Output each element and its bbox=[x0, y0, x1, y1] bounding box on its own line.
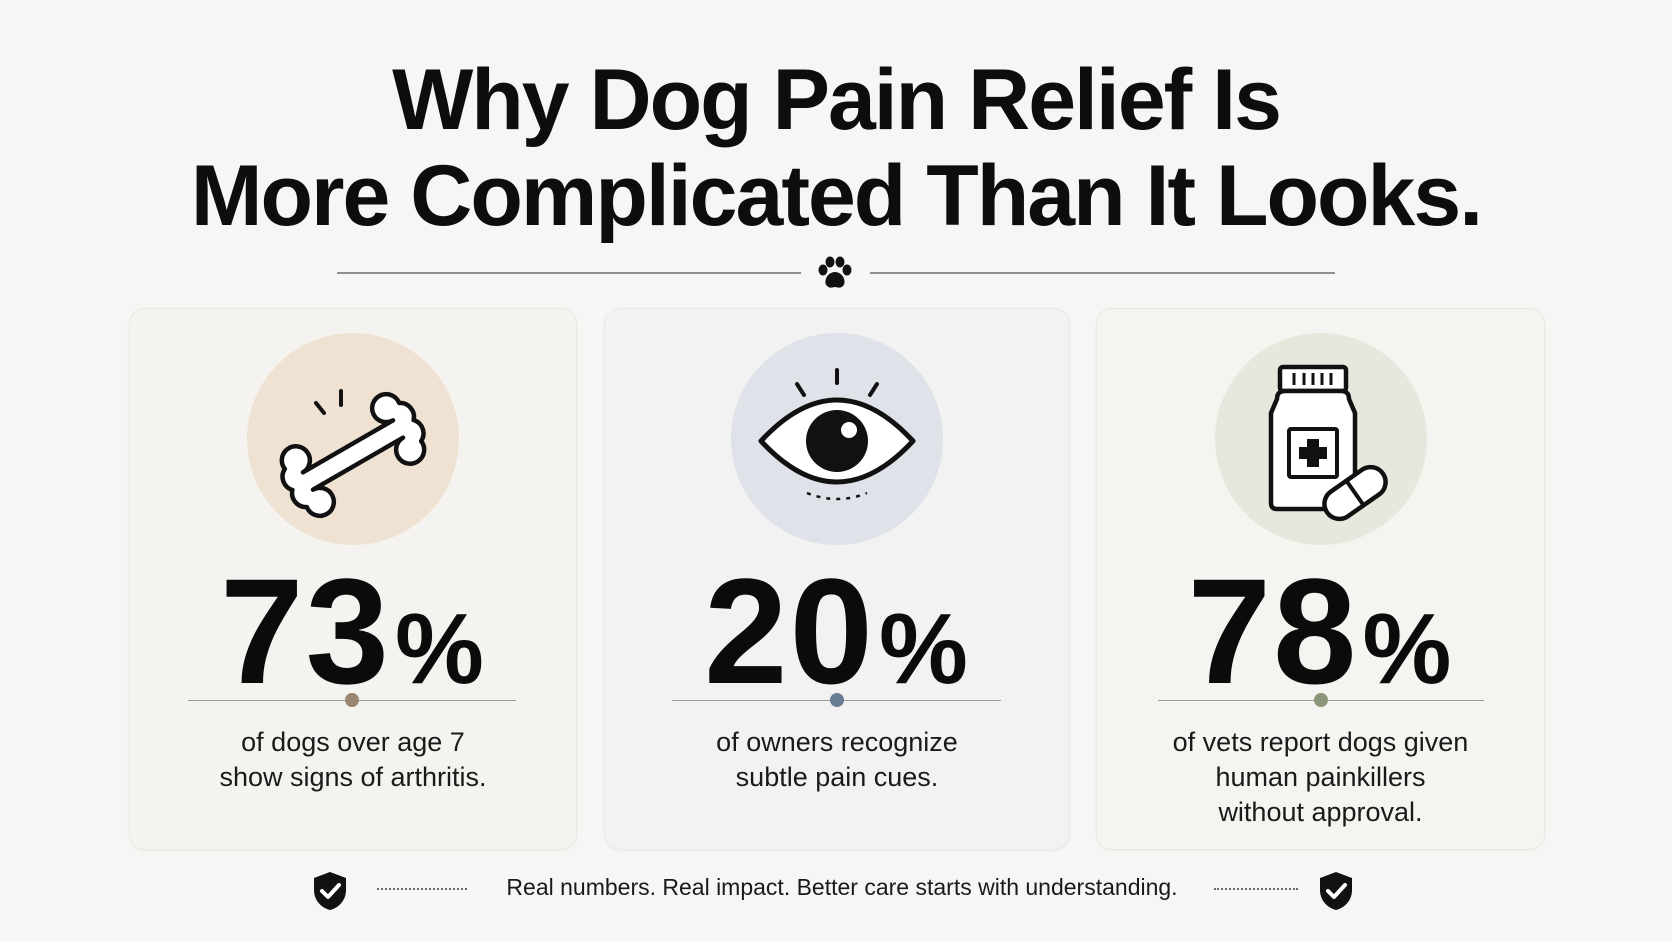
icon-circle bbox=[731, 333, 943, 545]
stat-dot bbox=[345, 693, 359, 707]
footer-dots-right bbox=[1214, 888, 1298, 890]
bone-icon bbox=[279, 389, 427, 519]
caption-line: of vets report dogs given bbox=[1172, 727, 1469, 757]
stat-value: 78% bbox=[1097, 541, 1544, 739]
stat-value: 20% bbox=[605, 541, 1069, 739]
title-divider-right bbox=[870, 272, 1335, 274]
stat-caption: of owners recognize subtle pain cues. bbox=[625, 725, 1049, 795]
shield-check-icon bbox=[1320, 872, 1352, 910]
stat-unit: % bbox=[1362, 593, 1454, 705]
stat-number: 20 bbox=[704, 547, 875, 715]
title-line-1: Why Dog Pain Relief Is bbox=[392, 52, 1282, 148]
footer: Real numbers. Real impact. Better care s… bbox=[0, 870, 1672, 910]
stat-unit: % bbox=[878, 593, 970, 705]
title-line-2: More Complicated Than It Looks. bbox=[190, 148, 1483, 244]
eye-icon bbox=[758, 368, 916, 501]
shield-check-icon bbox=[314, 872, 346, 910]
caption-line: without approval. bbox=[1218, 797, 1423, 827]
page-title: Why Dog Pain Relief Is More Complicated … bbox=[0, 52, 1672, 244]
stat-value: 73% bbox=[130, 541, 576, 739]
caption-line: of dogs over age 7 bbox=[241, 727, 465, 757]
stat-caption: of dogs over age 7 show signs of arthrit… bbox=[150, 725, 556, 795]
stat-number: 73 bbox=[220, 547, 391, 715]
caption-line: of owners recognize bbox=[716, 727, 958, 757]
title-divider-left bbox=[337, 272, 801, 274]
medicine-bottle-icon bbox=[1268, 364, 1388, 522]
stat-card-arthritis: 73% of dogs over age 7 show signs of art… bbox=[129, 308, 577, 850]
caption-line: subtle pain cues. bbox=[735, 762, 939, 792]
paw-icon bbox=[818, 256, 852, 288]
stat-dot bbox=[830, 693, 844, 707]
stat-card-painkillers: 78% of vets report dogs given human pain… bbox=[1096, 308, 1545, 850]
stat-dot bbox=[1314, 693, 1328, 707]
icon-circle bbox=[1214, 333, 1427, 545]
caption-line: show signs of arthritis. bbox=[219, 762, 487, 792]
stat-card-pain-cues: 20% of owners recognize subtle pain cues… bbox=[604, 308, 1070, 850]
footer-tagline: Real numbers. Real impact. Better care s… bbox=[506, 874, 1178, 900]
caption-line: human painkillers bbox=[1215, 762, 1426, 792]
footer-dots-left bbox=[377, 888, 467, 890]
stat-number: 78 bbox=[1187, 547, 1359, 715]
stat-unit: % bbox=[394, 593, 486, 705]
icon-circle bbox=[247, 333, 459, 545]
stat-caption: of vets report dogs given human painkill… bbox=[1117, 725, 1524, 830]
